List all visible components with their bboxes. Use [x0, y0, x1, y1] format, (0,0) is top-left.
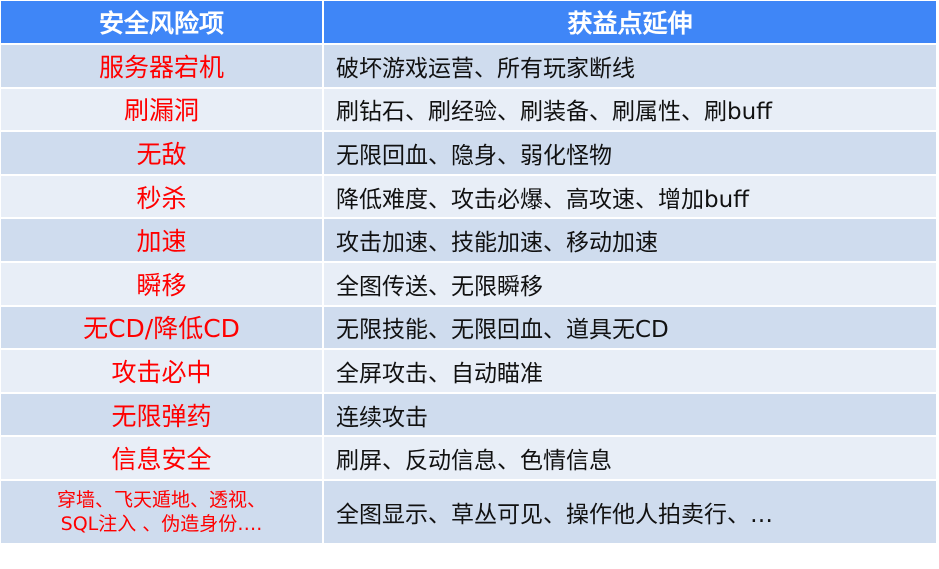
gain-cell: 无限回血、隐身、弱化怪物 — [324, 132, 936, 174]
header-risk: 安全风险项 — [1, 1, 322, 43]
header-row: 安全风险项 获益点延伸 — [1, 1, 936, 43]
table-row: 无限弹药 连续攻击 — [1, 393, 936, 436]
risk-cell: 穿墙、飞天遁地、透视、 SQL注入 、伪造身份…. — [1, 480, 322, 543]
risk-cell: 加速 — [1, 219, 322, 261]
risk-cell: 无敌 — [1, 132, 322, 174]
table-row: 无CD/降低CD 无限技能、无限回血、道具无CD — [1, 306, 936, 349]
risk-cell: 服务器宕机 — [1, 45, 322, 87]
risk-line: SQL注入 、伪造身份…. — [60, 512, 263, 535]
gain-cell: 破坏游戏运营、所有玩家断线 — [324, 45, 936, 87]
table-row: 瞬移 全图传送、无限瞬移 — [1, 262, 936, 305]
gain-cell: 刷屏、反动信息、色情信息 — [324, 437, 936, 479]
header-gain: 获益点延伸 — [324, 1, 936, 43]
table-row: 刷漏洞 刷钻石、刷经验、刷装备、刷属性、刷buff — [1, 88, 936, 131]
table-row: 穿墙、飞天遁地、透视、 SQL注入 、伪造身份…. 全图显示、草丛可见、操作他人… — [1, 480, 936, 543]
gain-cell: 全图显示、草丛可见、操作他人拍卖行、… — [324, 480, 936, 543]
risk-table: 安全风险项 获益点延伸 服务器宕机 破坏游戏运营、所有玩家断线 刷漏洞 刷钻石、刷经… — [1, 1, 936, 543]
risk-cell: 无限弹药 — [1, 393, 322, 436]
gain-cell: 攻击加速、技能加速、移动加速 — [324, 219, 936, 261]
risk-line: 穿墙、飞天遁地、透视、 — [56, 488, 266, 511]
gain-cell: 刷钻石、刷经验、刷装备、刷属性、刷buff — [324, 88, 936, 131]
table-row: 攻击必中 全屏攻击、自动瞄准 — [1, 350, 936, 392]
gain-cell: 无限技能、无限回血、道具无CD — [324, 306, 936, 349]
risk-cell: 瞬移 — [1, 262, 322, 305]
risk-cell: 攻击必中 — [1, 350, 322, 392]
risk-cell: 信息安全 — [1, 437, 322, 479]
gain-cell: 全屏攻击、自动瞄准 — [324, 350, 936, 392]
gain-cell: 全图传送、无限瞬移 — [324, 262, 936, 305]
risk-cell: 秒杀 — [1, 175, 322, 218]
table-row: 服务器宕机 破坏游戏运营、所有玩家断线 — [1, 45, 936, 87]
gain-cell: 降低难度、攻击必爆、高攻速、增加buff — [324, 175, 936, 218]
table-row: 信息安全 刷屏、反动信息、色情信息 — [1, 437, 936, 479]
table-row: 加速 攻击加速、技能加速、移动加速 — [1, 219, 936, 261]
table-row: 秒杀 降低难度、攻击必爆、高攻速、增加buff — [1, 175, 936, 218]
risk-cell: 刷漏洞 — [1, 88, 322, 131]
gain-cell: 连续攻击 — [324, 393, 936, 436]
risk-cell: 无CD/降低CD — [1, 306, 322, 349]
table-row: 无敌 无限回血、隐身、弱化怪物 — [1, 132, 936, 174]
